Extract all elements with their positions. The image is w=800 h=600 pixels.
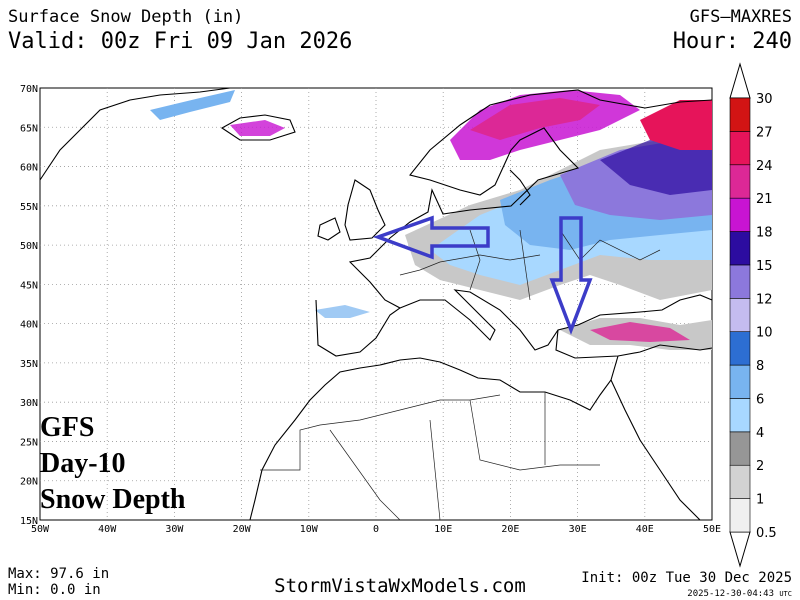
lon-label: 30E (569, 524, 587, 535)
lon-label: 20E (501, 524, 519, 535)
lat-label: 65N (20, 123, 38, 134)
lat-label: 60N (20, 163, 38, 174)
title: Surface Snow Depth (in) (8, 7, 243, 27)
lon-label: 10W (300, 524, 319, 535)
colorbar-band (729, 364, 751, 399)
lon-label: 40W (98, 524, 117, 535)
colorbar-band (729, 131, 751, 166)
lat-label: 55N (20, 202, 38, 213)
min-value: Min: 0.0 in (8, 582, 101, 598)
timestamp: 2025-12-30-04:43 (687, 589, 774, 599)
lon-label: 10E (434, 524, 452, 535)
annotation-arrows (372, 215, 593, 335)
model: GFS—MAXRES (690, 7, 792, 27)
overlay-line: Day-10 (40, 448, 126, 479)
colorbar-label: 0.5 (756, 526, 777, 541)
lat-label: 40N (20, 320, 38, 331)
colorbar-label: 4 (756, 426, 764, 441)
colorbar-label: 18 (756, 226, 773, 241)
lon-label: 20W (233, 524, 252, 535)
overlay-line: GFS (40, 412, 94, 443)
colorbar-band (729, 298, 751, 332)
colorbar-end (729, 531, 751, 568)
lat-label: 25N (20, 437, 38, 448)
colorbar-label: 15 (756, 259, 773, 274)
colorbar-band (729, 97, 751, 132)
colorbar-band (729, 164, 751, 199)
colorbar-band (729, 464, 751, 499)
forecast-hour: Hour: 240 (673, 29, 792, 54)
colorbar-end (729, 62, 751, 99)
colorbar-band (729, 431, 751, 466)
site-name: StormVistaWxModels.com (274, 575, 526, 597)
colorbar-label: 2 (756, 459, 764, 474)
lat-label: 35N (20, 359, 38, 370)
colorbar-label: 27 (756, 125, 773, 140)
colorbar-label: 21 (756, 192, 773, 207)
max-value: Max: 97.6 in (8, 566, 109, 582)
colorbar-label: 1 (756, 493, 764, 508)
lat-label: 45N (20, 280, 38, 291)
colorbar-label: 8 (756, 359, 764, 374)
borders (260, 229, 661, 521)
colorbar-band (729, 498, 751, 533)
lat-label: 15N (20, 516, 38, 527)
valid-time: Valid: 00z Fri 09 Jan 2026 (8, 29, 352, 54)
lat-label: 20N (20, 477, 38, 488)
lon-label: 0 (373, 524, 379, 535)
timestamp-zone: UTC (779, 590, 792, 598)
snow-shading (150, 90, 712, 350)
colorbar-label: 6 (756, 392, 764, 407)
latitude-labels: 15N 20N 25N 30N 35N 40N 45N 50N 55N 60N 65N 70N (20, 84, 38, 527)
lon-label: 50E (703, 524, 721, 535)
lon-label: 50W (31, 524, 50, 535)
lat-label: 50N (20, 241, 38, 252)
colorbar-label: 24 (756, 159, 773, 174)
lat-label: 70N (20, 84, 38, 95)
longitude-labels: 50W 40W 30W 20W 10W 0 10E 20E 30E 40E 50E (31, 524, 721, 535)
lat-label: 30N (20, 398, 38, 409)
lon-label: 40E (636, 524, 654, 535)
coastlines (39, 87, 713, 521)
colorbar-band (729, 231, 751, 266)
colorbar-band (729, 264, 751, 299)
overlay-line: Snow Depth (40, 484, 186, 515)
colorbar-label: 12 (756, 292, 773, 307)
colorbar-label: 30 (756, 92, 773, 107)
map: 15N 20N 25N 30N 35N 40N 45N 50N 55N 60N 65N 70N 50W… (20, 84, 721, 535)
colorbar-band (729, 197, 751, 232)
colorbar-band (729, 398, 751, 433)
lon-label: 30W (165, 524, 184, 535)
colorbar-label: 10 (756, 326, 773, 341)
init-time: Init: 00z Tue 30 Dec 2025 (581, 570, 792, 586)
colorbar-band (729, 331, 751, 366)
